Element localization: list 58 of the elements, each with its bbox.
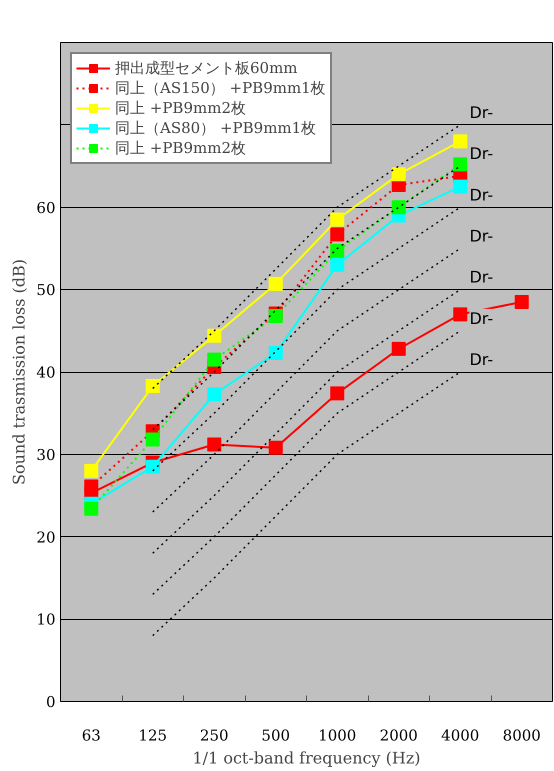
y-tick-label: 60 <box>36 198 56 217</box>
x-tick-label: 500 <box>261 726 290 744</box>
series-label: Dr- <box>469 350 494 369</box>
y-tick-label: 40 <box>36 364 56 382</box>
x-tick-label: 125 <box>138 726 168 744</box>
series-label: Dr- <box>469 144 494 164</box>
point <box>330 386 344 400</box>
point <box>330 244 344 258</box>
point <box>146 460 160 474</box>
point <box>392 200 406 214</box>
point <box>392 342 406 356</box>
x-tick-label: 4000 <box>441 726 480 744</box>
series-label: Dr- <box>469 226 494 246</box>
y-tick-label: 0 <box>46 693 56 711</box>
y-tick-label: 30 <box>36 446 56 464</box>
point <box>207 437 222 452</box>
line-series <box>152 288 461 554</box>
x-axis-title: 1/1 oct-band frequency (Hz) <box>192 748 421 768</box>
series-label: Dr- <box>469 308 494 328</box>
point <box>453 157 468 172</box>
point <box>392 167 406 182</box>
point <box>207 387 222 402</box>
point <box>268 276 283 291</box>
point <box>207 352 222 367</box>
point <box>84 464 98 478</box>
series-label: Dr- <box>469 102 494 122</box>
x-tick-label: 2000 <box>380 726 418 744</box>
point <box>84 502 98 516</box>
point <box>514 294 529 309</box>
legend-label: 押出成型セメント板60mm <box>115 58 298 78</box>
point <box>207 328 222 343</box>
x-tick-label: 1000 <box>318 726 356 744</box>
point <box>84 480 98 494</box>
point <box>330 212 344 227</box>
point <box>268 346 283 360</box>
y-axis-title: Sound trasmission loss (dB) <box>9 259 28 485</box>
series-label: Dr- <box>469 268 494 287</box>
point <box>146 432 160 447</box>
x-tick-label: 8000 <box>502 726 541 744</box>
y-tick-label: 10 <box>36 610 56 629</box>
x-tick-label: 63 <box>82 726 101 744</box>
legend-label: 同上（AS80） +PB9mm1枚 <box>115 118 316 138</box>
point <box>453 134 468 148</box>
y-tick-label: 20 <box>36 528 56 546</box>
legend-label: 同上 +PB9mm2枚 <box>115 98 246 118</box>
point <box>453 180 468 194</box>
legend-label: 同上 +PB9mm2枚 <box>115 138 246 158</box>
line-series <box>152 330 461 596</box>
point <box>330 227 344 242</box>
legend-label: 同上（AS150） +PB9mm1枚 <box>115 78 326 98</box>
series-label: Dr- <box>469 185 494 204</box>
point <box>268 440 283 455</box>
line-series <box>152 248 461 513</box>
point <box>146 379 160 394</box>
x-tick-label: 250 <box>200 726 229 744</box>
point <box>330 258 344 272</box>
point <box>453 307 468 322</box>
y-tick-label: 50 <box>36 281 56 300</box>
